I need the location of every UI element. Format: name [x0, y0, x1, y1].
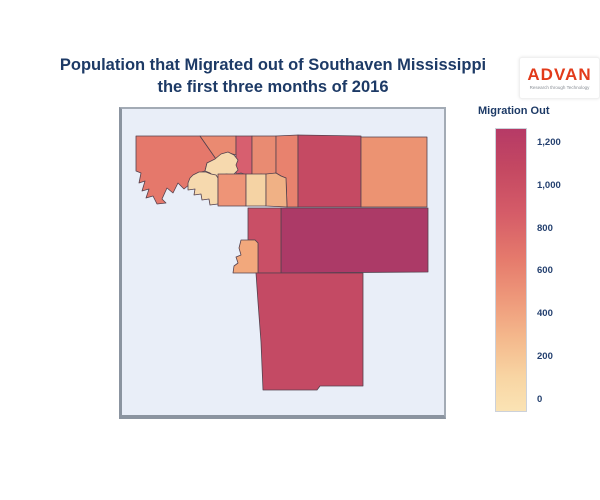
choropleth-map[interactable] [122, 109, 444, 415]
map-region-salmon-column[interactable] [251, 135, 277, 177]
map-region-magenta-rectangle[interactable] [280, 207, 429, 274]
colorbar-tick-label: 0 [537, 393, 543, 405]
map-region-salmon-row[interactable] [217, 173, 247, 207]
map-region-orange-square[interactable] [360, 136, 428, 208]
colorbar-gradient [495, 128, 527, 412]
advan-logo: ADVAN Research through Technology [519, 57, 600, 99]
colorbar-tick-label: 200 [537, 351, 553, 362]
map-region-bottom-large[interactable] [255, 272, 364, 391]
map-panel [119, 107, 446, 419]
chart-title: Population that Migrated out of Southave… [18, 54, 528, 98]
advan-logo-wordmark: ADVAN [527, 64, 592, 84]
advan-logo-tagline: Research through Technology [529, 84, 590, 90]
legend-title: Migration Out [478, 105, 550, 117]
map-region-dark-red-square[interactable] [297, 134, 362, 208]
colorbar-tick-label: 800 [537, 222, 553, 234]
map-region-cream-blob-south[interactable] [187, 171, 219, 206]
colorbar-tick-label: 1,200 [537, 137, 561, 148]
map-region-peach-notch[interactable] [232, 239, 259, 274]
map-region-cream-column[interactable] [245, 173, 267, 207]
colorbar-tick-label: 600 [537, 265, 553, 277]
chart-title-line2: the first three months of 2016 [157, 78, 389, 96]
colorbar-tick-label: 400 [537, 308, 553, 320]
colorbar-tick-label: 1,000 [537, 179, 561, 191]
chart-title-line1: Population that Migrated out of Southave… [59, 56, 487, 74]
map-region-peach-wiggle[interactable] [265, 172, 288, 208]
map-region-crimson-strip[interactable] [235, 135, 253, 176]
